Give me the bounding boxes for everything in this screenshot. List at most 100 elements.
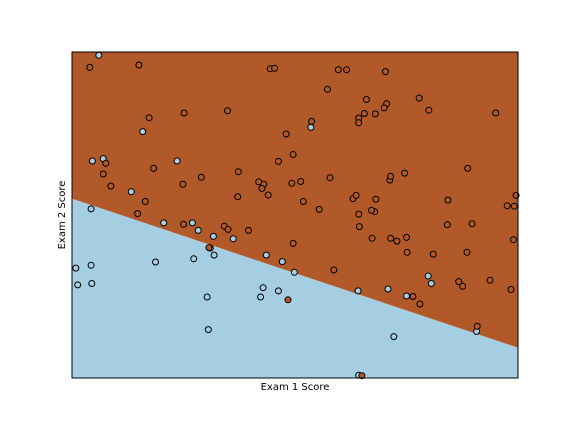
- scatter-point-above: [372, 195, 380, 203]
- scatter-point-below: [262, 251, 270, 259]
- scatter-point-above: [289, 151, 297, 158]
- scatter-point-above: [401, 169, 409, 177]
- scatter-point-below: [160, 219, 168, 227]
- scatter-point-above: [326, 174, 334, 182]
- scatter-point-below: [95, 51, 103, 59]
- scatter-point-above: [355, 210, 363, 218]
- scatter-point-above: [368, 234, 376, 242]
- scatter-point-above: [507, 286, 515, 293]
- scatter-point-above: [334, 66, 342, 74]
- scatter-point-below: [173, 157, 181, 165]
- scatter-point-below: [204, 326, 212, 334]
- scatter-point-above: [443, 221, 451, 229]
- scatter-point-below: [88, 157, 96, 165]
- scatter-point-above: [492, 109, 500, 117]
- scatter-point-above: [503, 202, 511, 210]
- scatter-point-below: [290, 268, 298, 276]
- decision-region-above: [72, 52, 518, 348]
- scatter-point-below: [403, 292, 410, 300]
- scatter-point-above: [510, 236, 517, 244]
- scatter-point-above: [99, 170, 107, 178]
- scatter-point-above: [224, 107, 231, 115]
- scatter-point-below: [127, 188, 135, 196]
- x-axis-label: Exam 1 Score: [261, 382, 330, 393]
- scatter-point-above: [274, 157, 282, 165]
- scatter-point-below: [139, 128, 147, 136]
- scatter-point-above: [409, 293, 417, 300]
- scatter-point-above: [455, 278, 463, 286]
- scatter-point-below: [152, 258, 159, 266]
- scatter-point-above: [371, 110, 379, 118]
- scatter-point-above: [224, 225, 232, 233]
- scatter-point-above: [444, 196, 452, 204]
- scatter-point-above: [86, 63, 94, 71]
- scatter-point-above: [179, 180, 187, 188]
- scatter-point-above: [403, 248, 411, 256]
- scatter-point-above: [330, 266, 338, 274]
- scatter-point-above: [297, 178, 305, 185]
- scatter-point-above: [107, 182, 115, 190]
- scatter-point-above: [468, 220, 476, 228]
- scatter-point-above: [429, 250, 437, 258]
- scatter-point-above: [382, 68, 389, 76]
- scatter-point-below: [203, 293, 211, 301]
- scatter-point-above: [234, 168, 242, 176]
- scatter-point-above: [150, 164, 158, 172]
- scatter-point-above: [234, 193, 242, 201]
- scatter-point-below: [74, 281, 82, 289]
- scatter-point-above: [425, 106, 433, 114]
- scatter-point-above: [393, 237, 401, 245]
- scatter-point-above: [135, 61, 143, 69]
- scatter-point-above: [205, 244, 213, 252]
- scatter-point-above: [459, 282, 467, 290]
- scatter-point-above: [271, 64, 279, 72]
- scatter-point-above: [284, 296, 292, 304]
- scatter-point-above: [134, 210, 142, 218]
- scatter-point-below: [307, 123, 315, 131]
- scatter-point-below: [424, 272, 432, 280]
- scatter-point-below: [209, 232, 217, 240]
- scatter-point-below: [278, 258, 286, 266]
- scatter-point-below: [354, 287, 362, 295]
- y-axis-label: Exam 2 Score: [57, 181, 68, 250]
- scatter-point-above: [360, 110, 368, 117]
- scatter-point-above: [352, 191, 360, 199]
- decision-region-below: [72, 198, 518, 378]
- scatter-point-above: [343, 66, 351, 74]
- scatter-point-above: [145, 114, 153, 122]
- scatter-point-above: [380, 104, 388, 112]
- scatter-point-above: [463, 248, 471, 256]
- scatter-point-below: [384, 285, 392, 293]
- scatter-point-above: [510, 202, 518, 210]
- scatter-point-above: [308, 117, 316, 125]
- scatter-point-below: [210, 251, 218, 259]
- scatter-point-above: [180, 220, 187, 228]
- scatter-point-above: [245, 226, 252, 234]
- scatter-point-above: [464, 164, 472, 172]
- scatter-point-above: [473, 322, 481, 330]
- scatter-point-above: [288, 179, 296, 187]
- plot-frame: [71, 51, 519, 379]
- scatter-point-above: [289, 239, 297, 247]
- scatter-point-above: [368, 206, 375, 214]
- plot-area: [71, 51, 520, 380]
- scatter-point-below: [72, 264, 80, 272]
- scatter-point-below: [188, 219, 196, 227]
- scatter-point-above: [180, 109, 188, 117]
- scatter-point-above: [486, 276, 494, 284]
- scatter-point-below: [229, 235, 237, 243]
- scatter-point-above: [299, 198, 307, 205]
- scatter-point-below: [194, 226, 202, 234]
- scatter-point-above: [355, 119, 363, 127]
- scatter-point-above: [416, 300, 424, 308]
- scatter-point-above: [362, 96, 370, 103]
- scatter-point-above: [315, 205, 323, 213]
- scatter-points: [72, 51, 520, 380]
- scatter-point-above: [282, 130, 290, 138]
- scatter-point-above: [141, 198, 149, 205]
- scatter-point-above: [387, 172, 395, 180]
- scatter-point-below: [190, 255, 198, 263]
- scatter-point-above: [358, 372, 366, 380]
- scatter-point-above: [387, 234, 395, 242]
